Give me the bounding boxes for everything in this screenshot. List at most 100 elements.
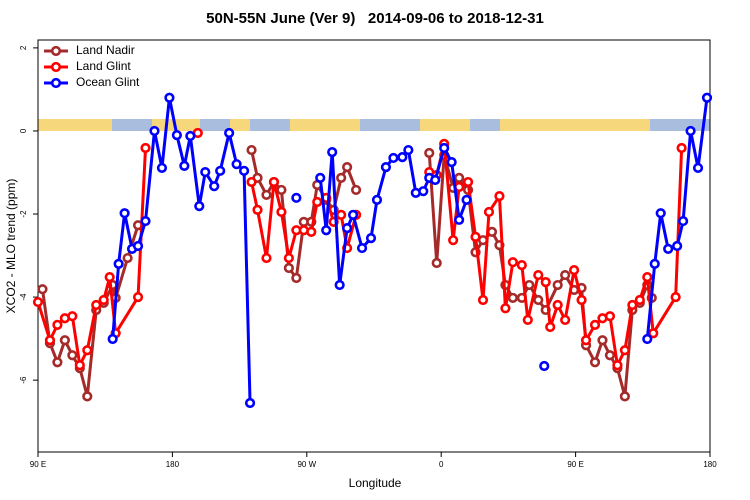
data-point	[604, 311, 616, 322]
legend-label: Land Nadir	[76, 43, 135, 57]
data-point	[612, 360, 623, 371]
data-point	[252, 204, 263, 215]
data-point	[209, 181, 220, 192]
x-tick-label: 90 W	[297, 460, 316, 469]
data-point	[215, 165, 226, 176]
ocean-strip	[470, 119, 500, 131]
data-point	[261, 252, 272, 264]
data-point	[462, 176, 474, 188]
x-tick-label: 0	[439, 460, 444, 469]
x-axis-label: Longitude	[349, 476, 402, 490]
data-point	[380, 161, 392, 173]
data-point	[692, 162, 704, 174]
data-point	[500, 303, 511, 314]
data-point	[672, 240, 683, 252]
data-point	[470, 231, 481, 242]
data-point	[74, 360, 85, 371]
data-point	[397, 152, 408, 163]
data-point	[194, 201, 205, 212]
data-point	[44, 335, 56, 346]
data-point	[483, 206, 495, 218]
data-point	[52, 357, 63, 368]
data-point	[448, 235, 459, 246]
data-point	[231, 159, 242, 170]
data-point	[678, 215, 689, 227]
data-point	[388, 152, 399, 164]
chart-title: 50N-55N June (Ver 9) 2014-09-06 to 2018-…	[206, 10, 544, 27]
data-point	[107, 333, 118, 345]
data-point	[321, 225, 332, 236]
legend-marker	[50, 61, 62, 73]
x-tick-label: 90 E	[30, 460, 46, 469]
ocean-strip	[112, 119, 152, 131]
data-point	[619, 391, 630, 402]
data-point	[306, 226, 317, 237]
ocean-strip	[360, 119, 420, 131]
data-point	[342, 223, 353, 234]
data-point	[576, 294, 587, 306]
surface-strip	[38, 119, 710, 131]
data-point	[276, 184, 287, 196]
data-point	[446, 157, 457, 168]
data-point	[424, 147, 435, 159]
ocean-strip	[650, 119, 710, 131]
data-point	[82, 345, 93, 356]
y-tick-label: -2	[19, 210, 28, 218]
legend-marker	[50, 45, 62, 57]
data-point	[522, 314, 533, 326]
data-point	[365, 233, 377, 244]
data-point	[140, 215, 151, 227]
data-point	[283, 252, 294, 264]
x-tick-label: 90 E	[567, 460, 583, 469]
data-point	[494, 191, 505, 202]
y-tick-label: -6	[19, 376, 28, 384]
data-point	[122, 252, 133, 264]
ocean-strip	[200, 119, 230, 131]
data-point	[37, 284, 48, 295]
legend-label: Ocean Glint	[76, 75, 140, 89]
data-point	[516, 260, 527, 271]
data-point	[350, 184, 362, 196]
data-point	[552, 279, 563, 291]
data-point	[439, 142, 450, 154]
data-point	[545, 321, 556, 333]
data-point	[327, 147, 338, 158]
y-axis-label: XCO2 - MLO trend (ppm)	[4, 179, 18, 314]
data-point	[431, 257, 442, 269]
data-point	[676, 142, 687, 154]
data-point	[179, 160, 190, 171]
data-point	[276, 206, 287, 218]
data-point	[418, 186, 429, 197]
data-point	[132, 291, 144, 303]
data-point	[648, 328, 659, 339]
data-point	[701, 92, 713, 103]
data-point	[67, 311, 78, 322]
data-point	[560, 314, 571, 326]
data-point	[336, 172, 347, 183]
data-point	[649, 258, 660, 269]
data-point	[246, 176, 257, 188]
data-point	[244, 397, 256, 409]
legend-marker	[50, 77, 62, 89]
data-point	[371, 194, 383, 205]
data-point	[634, 294, 645, 306]
data-point	[663, 243, 674, 255]
data-point	[164, 92, 175, 103]
data-point	[642, 333, 653, 345]
data-point	[98, 294, 109, 306]
data-point	[91, 299, 102, 311]
data-point	[589, 357, 601, 368]
data-point	[291, 192, 302, 203]
y-tick-label: 2	[19, 45, 28, 50]
ocean-strip	[250, 119, 290, 131]
data-point	[119, 208, 130, 219]
data-point	[312, 196, 323, 208]
data-point	[533, 269, 544, 281]
data-point	[670, 291, 681, 303]
data-point	[315, 172, 326, 183]
data-point	[283, 262, 294, 274]
plot-frame	[37, 39, 711, 453]
data-point	[533, 294, 544, 306]
series-line	[40, 149, 654, 398]
